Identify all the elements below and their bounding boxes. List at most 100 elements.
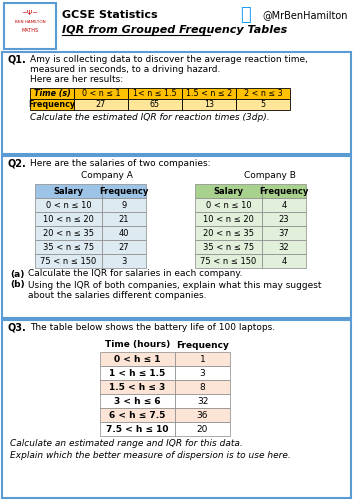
- Text: ~Ψ~: ~Ψ~: [22, 10, 38, 16]
- Bar: [175, 380, 230, 394]
- Bar: [35, 240, 102, 254]
- Text: 7.5 < h ≤ 10: 7.5 < h ≤ 10: [106, 424, 169, 434]
- Text: Calculate an estimated range and IQR for this data.: Calculate an estimated range and IQR for…: [10, 440, 243, 448]
- Bar: [4, 3, 56, 49]
- Bar: [262, 212, 306, 226]
- Bar: [100, 408, 175, 422]
- Text: 🐦: 🐦: [240, 6, 251, 24]
- Text: Time (s): Time (s): [34, 89, 70, 98]
- Text: Amy is collecting data to discover the average reaction time,: Amy is collecting data to discover the a…: [30, 56, 308, 64]
- Bar: [100, 394, 175, 408]
- Bar: [236, 88, 290, 99]
- Text: 4: 4: [281, 200, 287, 209]
- Text: BEN HAMILTON: BEN HAMILTON: [15, 20, 45, 24]
- Text: 20: 20: [197, 424, 208, 434]
- Text: 0 < n ≤ 10: 0 < n ≤ 10: [206, 200, 251, 209]
- Bar: [182, 88, 236, 99]
- Bar: [74, 99, 128, 110]
- Text: 5: 5: [261, 100, 265, 109]
- Bar: [195, 184, 262, 198]
- Text: 1< n ≤ 1.5: 1< n ≤ 1.5: [133, 89, 177, 98]
- Text: 20 < n ≤ 35: 20 < n ≤ 35: [43, 228, 94, 237]
- Text: 6 < h ≤ 7.5: 6 < h ≤ 7.5: [109, 410, 166, 420]
- Text: Explain which the better measure of dispersion is to use here.: Explain which the better measure of disp…: [10, 452, 291, 460]
- Bar: [128, 99, 182, 110]
- Text: 9: 9: [121, 200, 127, 209]
- Text: 8: 8: [200, 382, 205, 392]
- Text: Company B: Company B: [244, 172, 296, 180]
- Text: 10 < n ≤ 20: 10 < n ≤ 20: [43, 214, 94, 224]
- Text: Frequency: Frequency: [259, 186, 309, 196]
- Text: 4: 4: [281, 256, 287, 266]
- Bar: [102, 240, 146, 254]
- Bar: [195, 212, 262, 226]
- Text: 1.5 < h ≤ 3: 1.5 < h ≤ 3: [109, 382, 166, 392]
- Text: 1.5 < n ≤ 2: 1.5 < n ≤ 2: [186, 89, 232, 98]
- Text: 32: 32: [279, 242, 289, 252]
- Bar: [100, 380, 175, 394]
- Text: 65: 65: [150, 100, 160, 109]
- Bar: [195, 240, 262, 254]
- Bar: [175, 366, 230, 380]
- Bar: [236, 99, 290, 110]
- Text: 3 < h ≤ 6: 3 < h ≤ 6: [114, 396, 161, 406]
- Text: GCSE Statistics: GCSE Statistics: [62, 10, 158, 20]
- Bar: [102, 198, 146, 212]
- Bar: [175, 394, 230, 408]
- Text: (a): (a): [10, 270, 24, 278]
- Text: Frequency: Frequency: [99, 186, 149, 196]
- Text: The table below shows the battery life of 100 laptops.: The table below shows the battery life o…: [30, 324, 275, 332]
- Text: 0 < n ≤ 10: 0 < n ≤ 10: [46, 200, 91, 209]
- Text: Frequency: Frequency: [29, 100, 76, 109]
- Bar: [30, 88, 74, 99]
- Text: 35 < n ≤ 75: 35 < n ≤ 75: [43, 242, 94, 252]
- Text: Calculate the estimated IQR for reaction times (3dp).: Calculate the estimated IQR for reaction…: [30, 114, 270, 122]
- Bar: [262, 240, 306, 254]
- Text: 1 < h ≤ 1.5: 1 < h ≤ 1.5: [109, 368, 166, 378]
- Text: Here are the salaries of two companies:: Here are the salaries of two companies:: [30, 160, 210, 168]
- Bar: [195, 226, 262, 240]
- Text: Here are her results:: Here are her results:: [30, 76, 123, 84]
- Text: Q2.: Q2.: [7, 159, 26, 169]
- Bar: [2, 52, 351, 154]
- Bar: [195, 198, 262, 212]
- Bar: [35, 226, 102, 240]
- Bar: [262, 254, 306, 268]
- Bar: [128, 88, 182, 99]
- Bar: [35, 254, 102, 268]
- Text: 13: 13: [204, 100, 214, 109]
- Text: Q3.: Q3.: [7, 323, 26, 333]
- Text: 27: 27: [119, 242, 129, 252]
- Text: 75 < n ≤ 150: 75 < n ≤ 150: [201, 256, 257, 266]
- Text: 3: 3: [121, 256, 127, 266]
- Text: 2 < n ≤ 3: 2 < n ≤ 3: [244, 89, 282, 98]
- Text: 21: 21: [119, 214, 129, 224]
- Bar: [2, 156, 351, 318]
- Text: 1: 1: [200, 354, 205, 364]
- Text: Time (hours): Time (hours): [105, 340, 170, 349]
- Text: @MrBenHamilton: @MrBenHamilton: [262, 10, 347, 20]
- Bar: [175, 422, 230, 436]
- Text: MATHS: MATHS: [22, 28, 38, 32]
- Bar: [74, 88, 128, 99]
- Text: 23: 23: [279, 214, 289, 224]
- Text: Using the IQR of both companies, explain what this may suggest: Using the IQR of both companies, explain…: [28, 280, 322, 289]
- Text: 20 < n ≤ 35: 20 < n ≤ 35: [203, 228, 254, 237]
- Bar: [182, 99, 236, 110]
- Text: Company A: Company A: [81, 172, 133, 180]
- Bar: [100, 422, 175, 436]
- Text: 3: 3: [200, 368, 205, 378]
- Text: 37: 37: [279, 228, 289, 237]
- Text: Frequency: Frequency: [176, 340, 229, 349]
- Text: Calculate the IQR for salaries in each company.: Calculate the IQR for salaries in each c…: [28, 270, 243, 278]
- Text: about the salaries different companies.: about the salaries different companies.: [28, 290, 207, 300]
- Text: Q1.: Q1.: [7, 55, 26, 65]
- Text: 27: 27: [96, 100, 106, 109]
- Text: IQR from Grouped Frequency Tables: IQR from Grouped Frequency Tables: [62, 25, 287, 35]
- Text: Salary: Salary: [54, 186, 84, 196]
- Bar: [175, 352, 230, 366]
- Bar: [102, 226, 146, 240]
- Bar: [35, 212, 102, 226]
- Bar: [30, 99, 74, 110]
- Text: 0 < n ≤ 1: 0 < n ≤ 1: [82, 89, 120, 98]
